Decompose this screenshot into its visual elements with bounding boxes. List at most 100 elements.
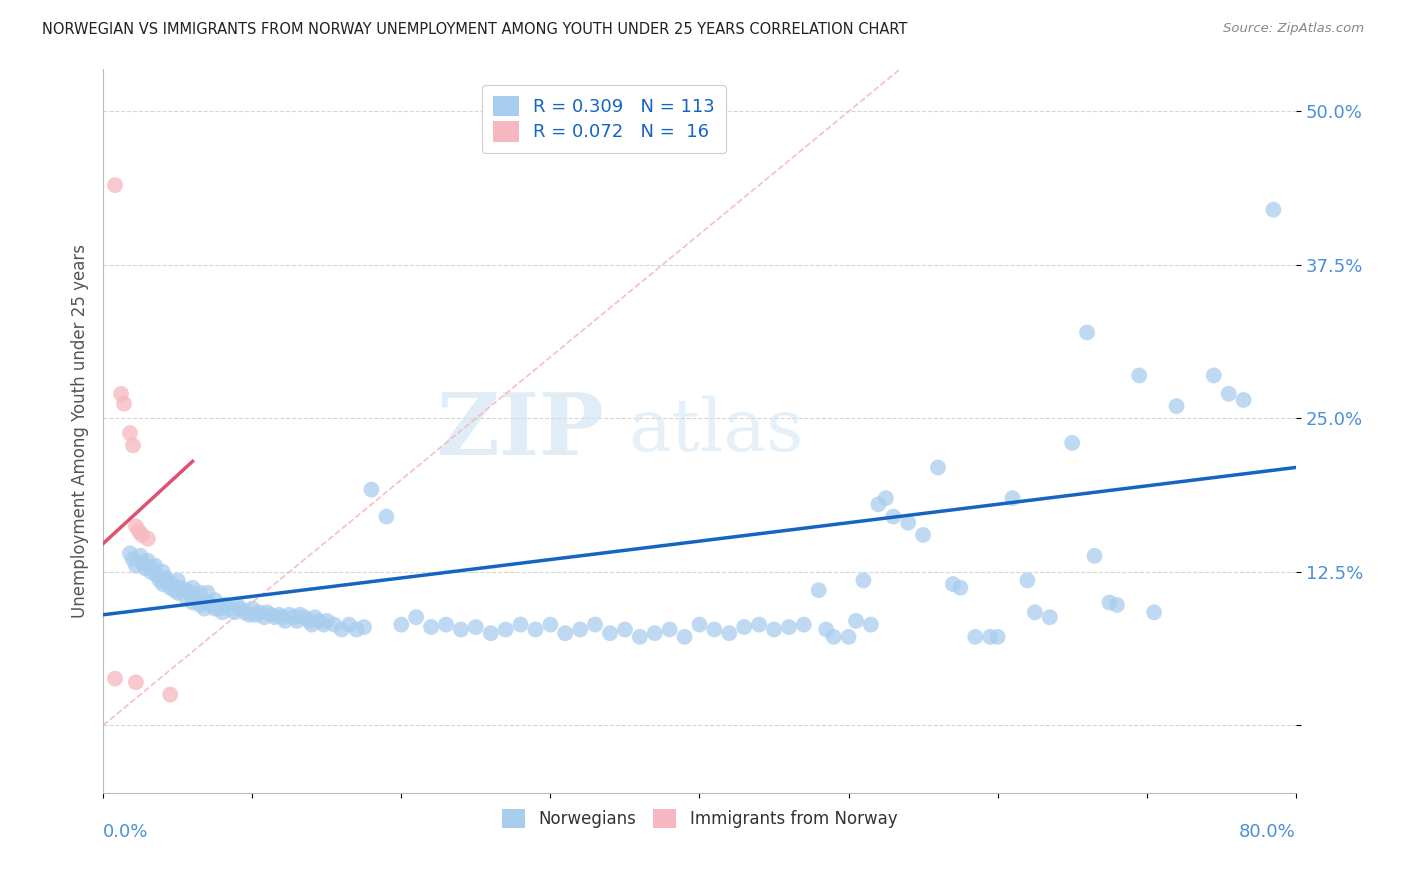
Point — [1128, 368, 1150, 383]
Point — [256, 605, 278, 619]
Point — [149, 574, 172, 588]
Point — [815, 623, 838, 637]
Point — [495, 623, 517, 637]
Point — [136, 554, 159, 568]
Point — [658, 623, 681, 637]
Point — [1024, 605, 1046, 619]
Point — [337, 617, 360, 632]
Point — [166, 574, 188, 588]
Point — [160, 577, 183, 591]
Point — [882, 509, 904, 524]
Point — [298, 614, 321, 628]
Point — [211, 605, 233, 619]
Point — [762, 623, 785, 637]
Point — [245, 607, 267, 622]
Point — [308, 614, 330, 628]
Point — [125, 558, 148, 573]
Point — [208, 601, 231, 615]
Point — [159, 581, 181, 595]
Point — [134, 561, 156, 575]
Point — [628, 630, 651, 644]
Point — [249, 605, 271, 619]
Point — [845, 614, 868, 628]
Point — [304, 610, 326, 624]
Point — [197, 585, 219, 599]
Point — [1083, 549, 1105, 563]
Point — [1076, 326, 1098, 340]
Point — [479, 626, 502, 640]
Point — [1105, 598, 1128, 612]
Point — [204, 601, 226, 615]
Point — [263, 610, 285, 624]
Point — [1039, 610, 1062, 624]
Point — [271, 610, 294, 624]
Point — [233, 605, 256, 619]
Text: NORWEGIAN VS IMMIGRANTS FROM NORWAY UNEMPLOYMENT AMONG YOUTH UNDER 25 YEARS CORR: NORWEGIAN VS IMMIGRANTS FROM NORWAY UNEM… — [42, 22, 907, 37]
Point — [285, 614, 308, 628]
Point — [104, 672, 127, 686]
Point — [644, 626, 666, 640]
Point — [1202, 368, 1225, 383]
Point — [312, 617, 335, 632]
Point — [110, 386, 132, 401]
Point — [188, 598, 211, 612]
Point — [112, 397, 135, 411]
Point — [583, 617, 606, 632]
Point — [875, 491, 897, 505]
Point — [129, 549, 152, 563]
Point — [274, 614, 297, 628]
Point — [1062, 436, 1084, 450]
Point — [464, 620, 486, 634]
Point — [125, 519, 148, 533]
Point — [159, 688, 181, 702]
Point — [807, 583, 830, 598]
Point — [420, 620, 443, 634]
Point — [434, 617, 457, 632]
Point — [315, 614, 337, 628]
Point — [859, 617, 882, 632]
Point — [897, 516, 920, 530]
Point — [450, 623, 472, 637]
Point — [179, 585, 201, 599]
Point — [538, 617, 561, 632]
Point — [253, 610, 276, 624]
Point — [288, 607, 311, 622]
Point — [152, 577, 174, 591]
Point — [146, 568, 169, 582]
Point — [200, 598, 222, 612]
Point — [122, 552, 145, 566]
Point — [292, 610, 315, 624]
Point — [104, 178, 127, 193]
Point — [204, 593, 226, 607]
Point — [141, 561, 163, 575]
Point — [733, 620, 755, 634]
Point — [118, 546, 141, 560]
Point — [987, 630, 1010, 644]
Point — [554, 626, 576, 640]
Point — [912, 528, 935, 542]
Point — [143, 558, 166, 573]
Point — [1143, 605, 1166, 619]
Point — [176, 583, 198, 598]
Point — [823, 630, 845, 644]
Point — [405, 610, 427, 624]
Point — [267, 607, 290, 622]
Point — [181, 581, 204, 595]
Point — [979, 630, 1001, 644]
Point — [240, 601, 263, 615]
Point — [353, 620, 375, 634]
Legend: Norwegians, Immigrants from Norway: Norwegians, Immigrants from Norway — [495, 803, 904, 835]
Point — [128, 524, 150, 539]
Point — [1166, 399, 1188, 413]
Point — [942, 577, 965, 591]
Point — [139, 565, 162, 579]
Point — [174, 590, 197, 604]
Point — [688, 617, 710, 632]
Point — [136, 532, 159, 546]
Point — [229, 601, 252, 615]
Point — [132, 556, 155, 570]
Point — [169, 581, 191, 595]
Point — [188, 585, 211, 599]
Point — [524, 623, 547, 637]
Point — [323, 617, 346, 632]
